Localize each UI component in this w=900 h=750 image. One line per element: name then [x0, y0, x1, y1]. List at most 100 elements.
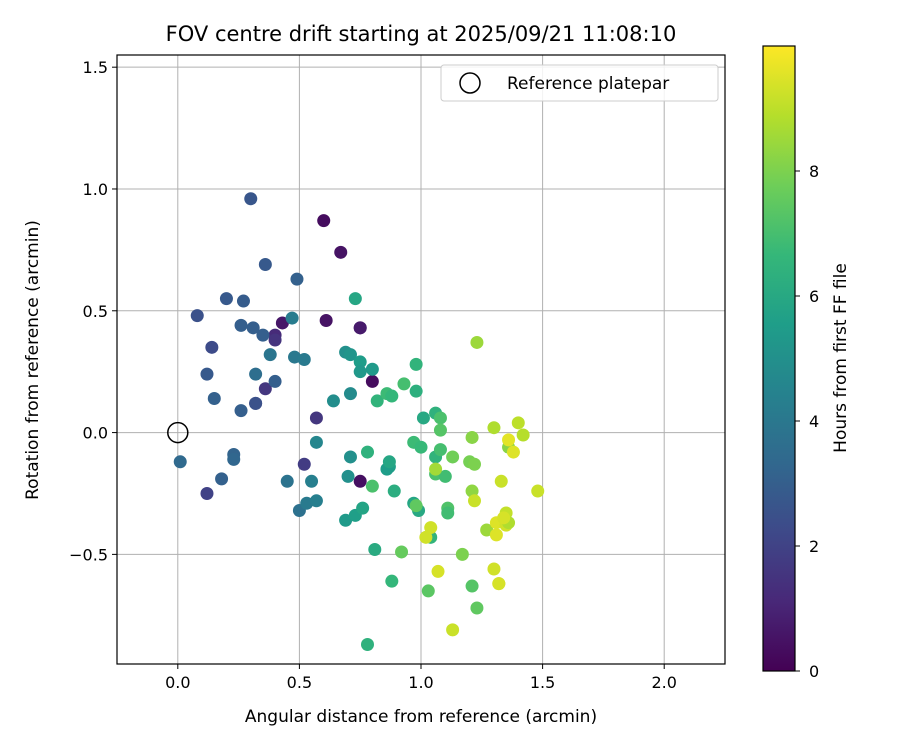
y-tick-label: −0.5: [69, 545, 108, 564]
data-point: [258, 257, 272, 271]
data-point: [360, 638, 374, 652]
y-tick-label: 1.5: [83, 58, 108, 77]
data-point: [249, 396, 263, 410]
data-point: [343, 450, 357, 464]
data-point: [234, 404, 248, 418]
data-point: [343, 387, 357, 401]
data-point: [502, 433, 516, 447]
data-point: [268, 333, 282, 347]
reference-point: [167, 421, 189, 444]
x-axis-label: Angular distance from reference (arcmin): [245, 707, 597, 727]
data-point: [468, 494, 482, 508]
data-point: [470, 601, 484, 615]
data-point: [290, 272, 304, 286]
data-point: [465, 484, 479, 498]
data-point: [263, 348, 277, 362]
data-point: [317, 214, 331, 228]
y-tick-label: 0.5: [83, 302, 108, 321]
data-point: [297, 457, 311, 471]
data-point: [480, 523, 494, 537]
data-point: [385, 389, 399, 403]
data-point: [531, 484, 545, 498]
data-point: [309, 435, 323, 449]
x-tick-label: 1.0: [408, 673, 433, 692]
data-point: [433, 423, 447, 437]
data-point: [309, 494, 323, 508]
data-point: [297, 353, 311, 366]
scatter-points: [173, 192, 545, 652]
data-point: [465, 430, 479, 444]
data-point: [326, 394, 340, 408]
data-point: [300, 496, 314, 510]
data-point: [414, 440, 428, 454]
data-point: [285, 311, 299, 325]
data-point: [173, 455, 187, 469]
data-point: [200, 367, 214, 381]
data-point: [424, 521, 438, 535]
data-point: [305, 474, 319, 488]
data-point: [365, 374, 379, 388]
data-point: [343, 348, 357, 362]
colorbar-tick-label: 2: [809, 537, 819, 556]
colorbar-tick-label: 8: [809, 162, 819, 181]
data-point: [409, 384, 423, 398]
data-point: [382, 455, 396, 469]
x-tick-label: 0.5: [287, 673, 312, 692]
x-tick-label: 1.5: [530, 673, 555, 692]
data-point: [494, 474, 508, 488]
x-tick-label: 2.0: [651, 673, 676, 692]
legend: Reference platepar: [440, 64, 719, 102]
colorbar-tick-label: 6: [809, 287, 819, 306]
data-point: [219, 292, 233, 306]
data-point: [511, 416, 525, 430]
legend-marker-icon: [459, 72, 481, 94]
data-point: [487, 562, 501, 576]
colorbar-ticks: 0 2 4 6 8: [795, 162, 819, 681]
data-point: [360, 445, 374, 459]
data-point: [353, 321, 367, 335]
data-point: [246, 321, 260, 335]
data-point: [419, 530, 433, 544]
data-point: [446, 623, 460, 637]
data-point: [470, 335, 484, 349]
legend-box: [440, 64, 719, 102]
data-point: [487, 421, 501, 435]
grid: [117, 55, 725, 664]
data-point: [497, 511, 511, 525]
data-point: [468, 457, 482, 471]
data-point: [492, 577, 506, 591]
data-point: [205, 340, 219, 354]
data-point: [455, 547, 469, 561]
data-point: [227, 452, 241, 466]
data-point: [353, 474, 367, 488]
data-point: [353, 365, 367, 379]
data-point: [368, 543, 382, 557]
data-point: [506, 445, 520, 459]
y-axis-label: Rotation from reference (arcmin): [23, 220, 43, 500]
data-point: [365, 479, 379, 493]
data-point: [353, 355, 367, 369]
data-point: [433, 443, 447, 457]
data-point: [465, 579, 479, 593]
data-point: [200, 486, 214, 500]
data-point: [489, 528, 503, 542]
data-point: [433, 411, 447, 425]
data-point: [288, 350, 302, 364]
data-point: [416, 411, 430, 425]
data-point: [348, 292, 362, 306]
legend-label: Reference platepar: [507, 74, 669, 94]
data-point: [409, 499, 423, 513]
data-point: [190, 309, 204, 323]
data-point: [256, 328, 270, 342]
data-point: [339, 513, 353, 527]
data-point: [356, 501, 370, 515]
data-point: [244, 192, 258, 206]
data-point: [516, 428, 530, 442]
data-point: [334, 245, 348, 259]
data-point: [258, 382, 272, 396]
y-axis-ticks: −0.5 0.0 0.5 1.0 1.5: [69, 58, 117, 564]
colorbar-tick-label: 4: [809, 412, 819, 431]
y-tick-label: 0.0: [83, 424, 108, 443]
data-point: [409, 357, 423, 371]
